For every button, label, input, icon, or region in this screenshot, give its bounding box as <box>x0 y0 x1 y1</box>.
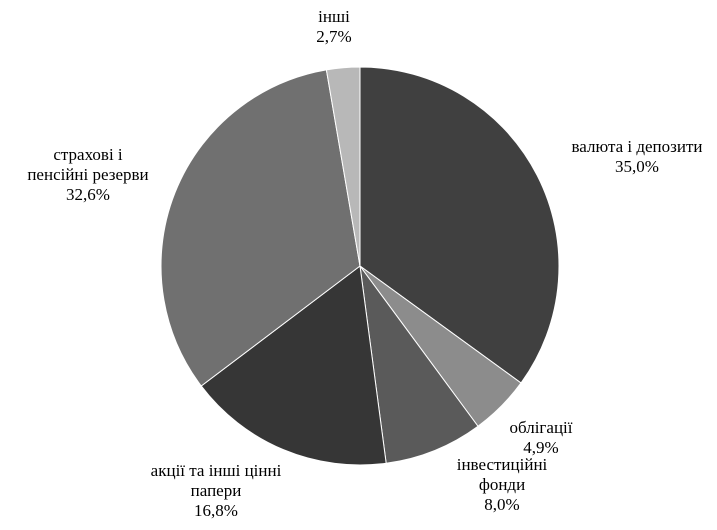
slice-label-4: акції та інші цінні папери 16,8% <box>151 461 282 520</box>
slice-category-label: фонди <box>479 475 525 494</box>
slice-value-label: 32,6% <box>66 185 110 204</box>
slice-category-label: облігації <box>510 418 573 437</box>
slice-value-label: 8,0% <box>484 495 519 514</box>
slice-category-label: страхові і <box>53 145 123 164</box>
pie-slice-1 <box>359 66 560 384</box>
slice-label-1: валюта і депозити 35,0% <box>572 137 703 176</box>
slice-label-3: інвестиційні фонди 8,0% <box>457 455 548 514</box>
slice-category-label: папери <box>191 481 242 500</box>
slice-label-6: інші 2,7% <box>316 7 351 46</box>
pie-slice-6 <box>325 66 361 267</box>
pie-slice-4 <box>200 265 387 466</box>
slice-label-2: облігації 4,9% <box>510 418 573 457</box>
slice-value-label: 2,7% <box>316 27 351 46</box>
slice-category-label: пенсійні резерви <box>27 165 148 184</box>
slice-value-label: 16,8% <box>194 501 238 520</box>
slice-category-label: акції та інші цінні <box>151 461 282 480</box>
slice-category-label: інвестиційні <box>457 455 548 474</box>
slice-value-label: 35,0% <box>615 157 659 176</box>
slice-category-label: інші <box>318 7 350 26</box>
pie-slice-3 <box>359 265 479 464</box>
slice-label-5: страхові і пенсійні резерви 32,6% <box>27 145 148 204</box>
slice-value-label: 4,9% <box>523 438 558 457</box>
pie-slices <box>160 66 560 466</box>
pie-slice-5 <box>160 69 361 387</box>
slice-category-label: валюта і депозити <box>572 137 703 156</box>
slice-labels: валюта і депозити 35,0% облігації 4,9%інвес… <box>27 7 702 520</box>
